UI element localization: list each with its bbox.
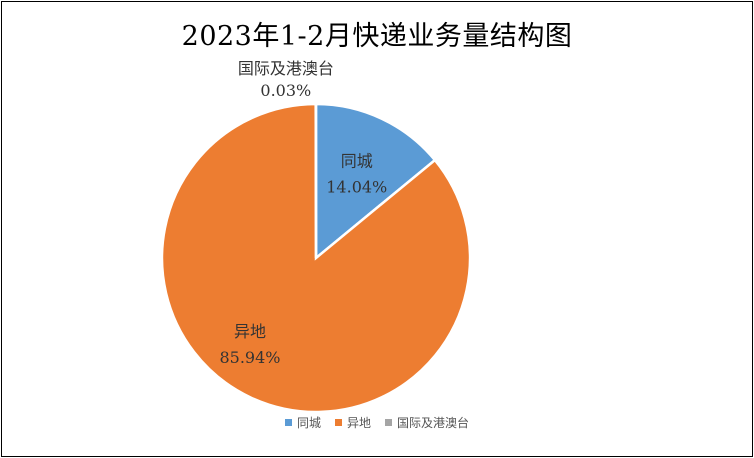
slice-label-name-0: 同城	[341, 152, 373, 171]
slice-label-value-1: 85.94%	[219, 348, 280, 367]
legend-item-0: 同城	[284, 414, 321, 431]
legend-swatch-1	[334, 419, 342, 426]
legend-label-0: 同城	[296, 416, 321, 430]
legend-item-2: 国际及港澳台	[385, 414, 469, 431]
legend-label-1: 异地	[346, 416, 371, 430]
slice-label-value-0: 14.04%	[326, 178, 387, 197]
legend-swatch-0	[284, 419, 292, 426]
pie-slice-0	[314, 102, 437, 261]
legend-item-1: 异地	[334, 414, 371, 431]
slice-label-value-2: 0.03%	[260, 81, 311, 100]
chart-title: 2023年1-2月快递业务量结构图	[181, 21, 573, 52]
slice-label-name-1: 异地	[234, 322, 266, 341]
legend: 同城 异地 国际及港澳台	[2, 414, 752, 431]
legend-label-2: 国际及港澳台	[397, 416, 470, 430]
legend-swatch-2	[385, 419, 392, 426]
slice-label-name-2: 国际及港澳台	[238, 59, 334, 78]
